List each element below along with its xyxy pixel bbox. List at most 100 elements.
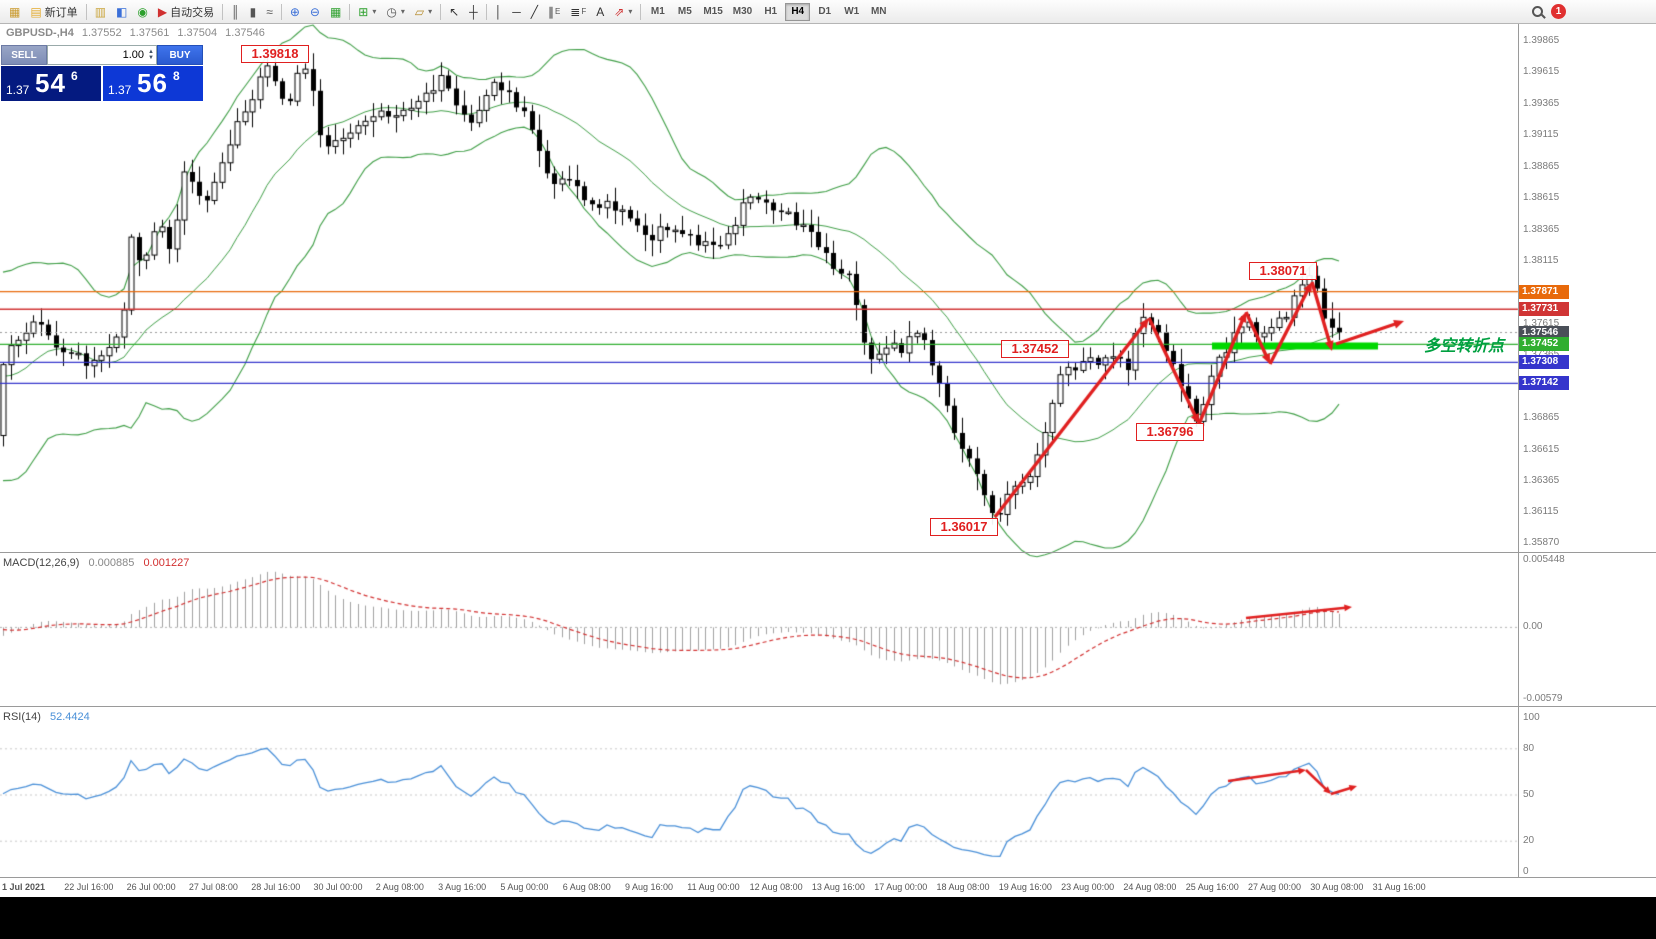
price-tag: 1.37871 [1519,284,1569,299]
sell-price[interactable]: 1.37 54 6 [1,66,101,101]
bar-chart-type-icon[interactable]: ║ [226,2,245,22]
volume-spinner: ▲ ▼ [148,49,154,61]
tool-sub-label: E [554,7,561,16]
horizontal-line-tool-icon[interactable]: ─ [507,2,526,22]
price-tag: 1.37308 [1519,355,1569,370]
fibonacci-tool-icon[interactable]: ≣ F [565,2,591,22]
line-chart-type-icon[interactable]: ≈ [261,2,278,22]
price-axis-tick: 1.35870 [1523,537,1560,549]
one-click-trading-panel: SELL 1.00 ▲ ▼ BUY 1.37 54 6 1.37 56 8 [1,45,203,101]
tile-windows-icon[interactable]: ▦ [325,2,346,22]
trendline-tool-icon-glyph: ╱ [530,4,538,19]
crosshair-tool-icon[interactable]: ┼ [464,2,483,22]
timeframe-m1[interactable]: M1 [645,3,670,21]
price-axis-tick: 1.38115 [1523,254,1559,266]
market-watch-icon[interactable]: ▥ [90,2,111,22]
price-axis-tick: 1.36865 [1523,412,1560,424]
turning-point-note: 多空转折点 [1424,338,1505,355]
zoom-out-icon[interactable]: ⊖ [305,2,325,22]
trendline-tool-icon[interactable]: ╱ [526,2,543,22]
time-axis-label: 12 Aug 08:00 [749,882,803,892]
templates-menu[interactable]: ▱ ▾ [410,2,437,22]
panel-separator-macd[interactable] [0,552,1656,553]
notification-badge[interactable]: 1 [1551,4,1566,19]
time-axis-label: 23 Aug 00:00 [1061,882,1115,892]
channel-tool-icon[interactable]: ∥ E [543,2,565,22]
time-axis-label: 30 Jul 00:00 [313,882,363,892]
data-window-icon[interactable]: ◧ [111,2,132,22]
price-label-box[interactable]: 1.36017 [930,518,998,536]
time-axis-label: 31 Aug 16:00 [1372,882,1426,892]
candlestick-chart-type-icon[interactable]: ▮ [245,2,262,22]
quote-high: 1.37561 [129,27,170,39]
time-axis-label: 1 Jul 2021 [2,882,46,892]
text-tool-icon[interactable]: A [591,2,609,22]
quote-open: 1.37552 [81,27,122,39]
dropdown-arrow-icon: ▾ [400,7,405,16]
tool-sub-label: F [581,7,587,16]
navigator-icon-glyph: ◉ [137,4,148,19]
volume-down-icon[interactable]: ▼ [148,55,154,61]
price-label-box[interactable]: 1.37452 [1001,340,1069,358]
price-label-box[interactable]: 1.38071 [1249,262,1317,280]
volume-input[interactable]: 1.00 ▲ ▼ [47,45,157,65]
rsi-axis-label: 80 [1523,742,1535,754]
timeframe-d1[interactable]: D1 [812,3,837,21]
candlestick-chart-type-icon-glyph: ▮ [249,4,257,19]
auto-trading-button[interactable]: ▶ 自动交易 [153,2,219,22]
navigator-icon[interactable]: ◉ [132,2,152,22]
toolbar: ▦ ▤ 新订单 ▥ ◧ ◉ ▶ 自动交易 ║ ▮ ≈ ⊕ ⊖ ▦ ⊞ ▾ ◷ ▾ ▱ ▾ ↖ ┼ │ ─ ╱ ∥ E ≣ F A ⇗ ▾ M1… [0,0,1656,24]
timeframe-w1[interactable]: W1 [839,3,864,21]
price-axis-tick: 1.38615 [1523,192,1560,204]
price-axis-tick: 1.37615 [1523,317,1560,329]
timeframe-m30[interactable]: M30 [729,3,756,21]
quote-close: 1.37546 [225,27,265,39]
time-axis-label: 19 Aug 16:00 [998,882,1052,892]
new-order-glyph: ▤ [30,4,42,19]
price-chart-canvas[interactable] [0,24,1656,897]
periods-menu[interactable]: ◷ ▾ [381,2,410,22]
price-axis-tick: 1.38365 [1523,223,1560,235]
chart-shortcut-icon[interactable]: ▦ [4,2,25,22]
buy-button[interactable]: BUY [157,45,203,65]
buy-price[interactable]: 1.37 56 8 [103,66,203,101]
panel-separator-rsi[interactable] [0,706,1656,707]
cursor-tool-icon-glyph: ↖ [449,4,460,19]
rsi-axis-label: 50 [1523,789,1535,800]
volume-up-icon[interactable]: ▲ [148,49,154,55]
templates-glyph: ▱ [414,4,425,19]
time-axis-label: 11 Aug 00:00 [687,882,740,892]
new-order-button[interactable]: ▤ 新订单 [25,2,82,22]
rsi-axis-label: 20 [1523,835,1535,847]
time-axis-label: 3 Aug 16:00 [438,882,487,892]
time-axis-label: 25 Aug 16:00 [1185,882,1239,892]
price-axis-tick: 1.36365 [1523,474,1560,486]
price-axis-tick: 1.39615 [1523,66,1560,78]
zoom-in-icon-glyph: ⊕ [289,4,300,19]
toolbar-separator [440,3,442,20]
search-icon[interactable] [1532,6,1543,17]
price-tag: 1.37452 [1519,337,1569,352]
price-tag: 1.37142 [1519,376,1569,391]
price-label-box[interactable]: 1.36796 [1136,423,1204,441]
indicators-menu[interactable]: ⊞ ▾ [353,2,381,22]
timeframe-h4[interactable]: H4 [785,2,811,21]
bottom-strip [0,897,1656,939]
price-axis-tick: 1.37365 [1523,349,1559,360]
text-tool-icon-glyph: A [596,4,605,19]
timeframe-h1[interactable]: H1 [758,3,783,21]
zoom-in-icon[interactable]: ⊕ [285,2,305,22]
timeframe-mn[interactable]: MN [866,3,891,21]
price-label-box[interactable]: 1.39818 [241,45,309,63]
rsi-value: 52.4424 [49,711,90,723]
macd-axis-label: 0.005448 [1523,554,1565,565]
cursor-tool-icon[interactable]: ↖ [444,2,464,22]
sell-button[interactable]: SELL [1,45,47,65]
price-axis-tick: 1.39365 [1523,97,1560,109]
vertical-line-tool-icon[interactable]: │ [490,2,508,22]
timeframe-m5[interactable]: M5 [672,3,697,21]
timeframe-m15[interactable]: M15 [699,3,726,21]
bar-chart-type-icon-glyph: ║ [231,4,240,19]
arrows-tool-menu[interactable]: ⇗ ▾ [609,2,637,22]
dropdown-arrow-icon: ▾ [372,7,377,16]
